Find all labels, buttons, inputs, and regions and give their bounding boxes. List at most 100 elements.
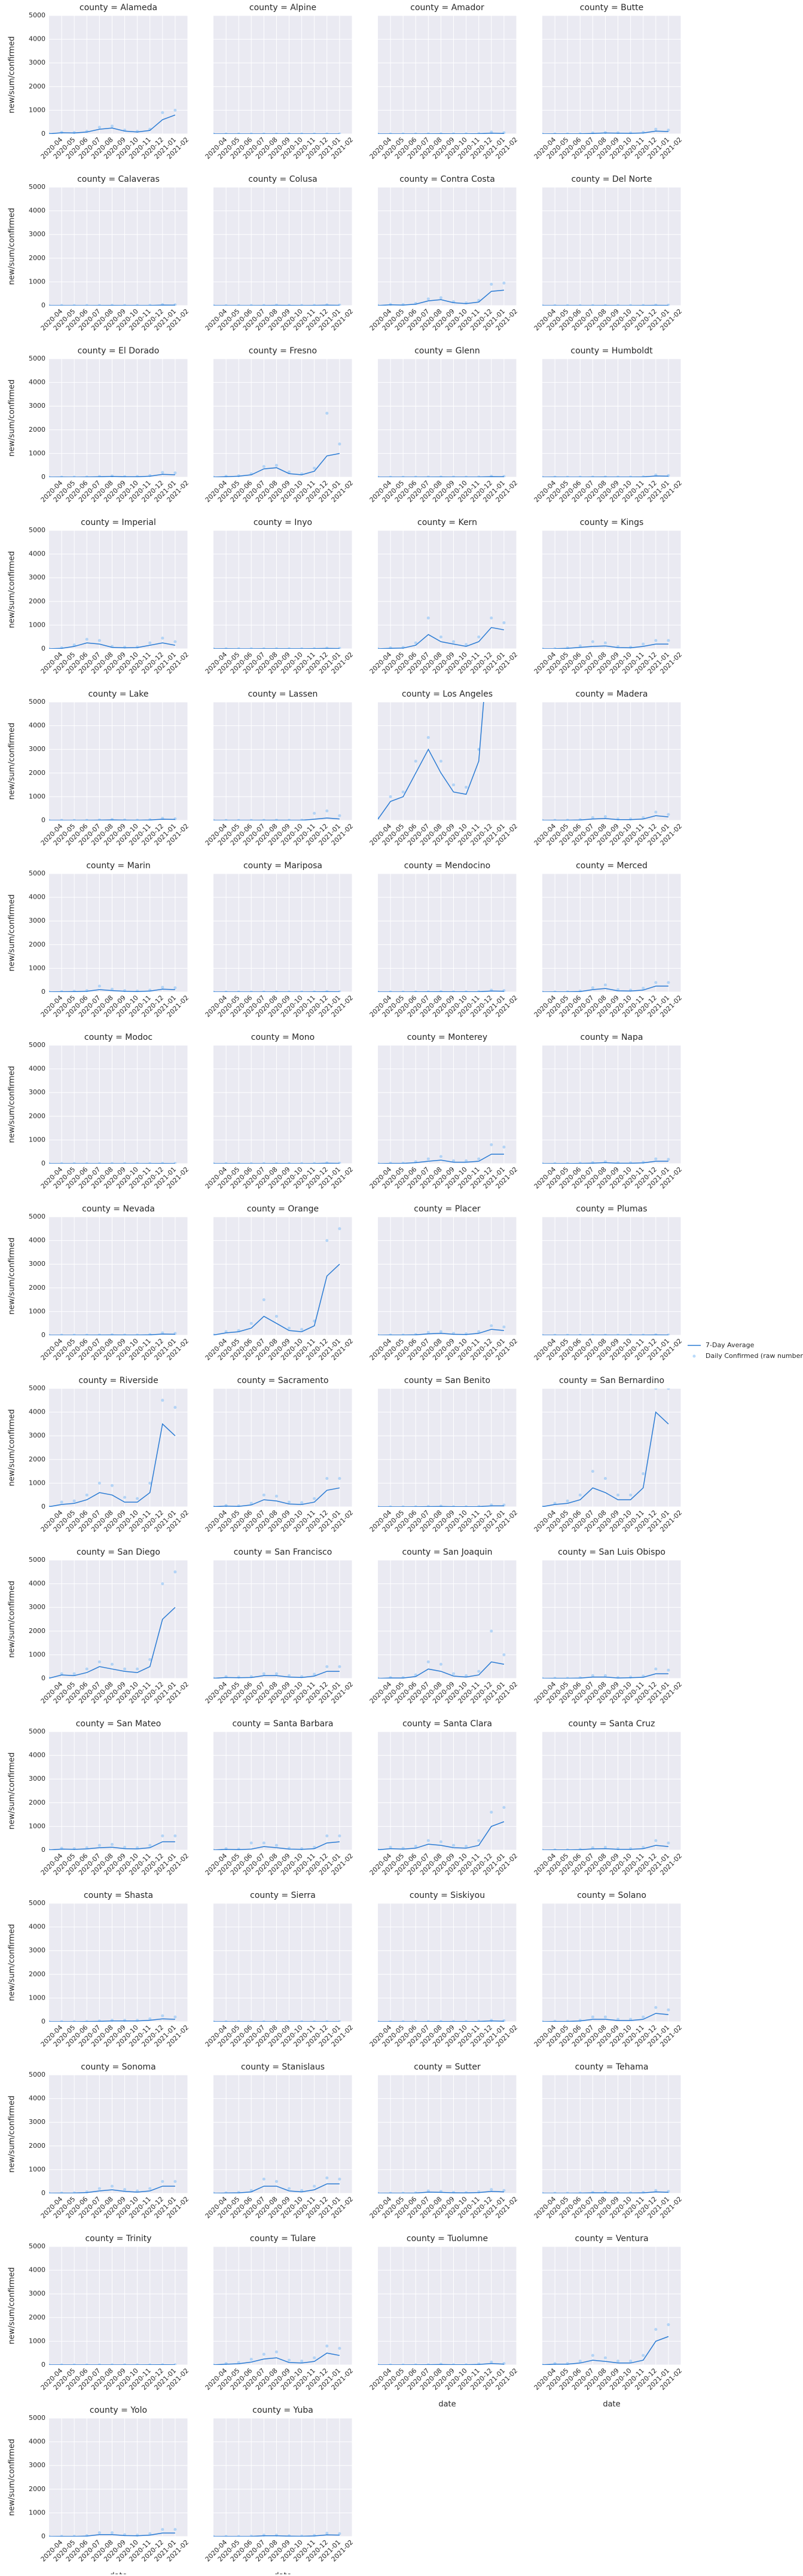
daily-point xyxy=(274,463,278,467)
plot-area xyxy=(378,702,484,820)
y-tick-label: 0 xyxy=(41,1846,45,1854)
y-tick-label: 5000 xyxy=(29,1041,45,1049)
y-tick-label: 5000 xyxy=(29,2242,45,2250)
facet: county = Kings2020-042020-052020-062020-… xyxy=(533,518,684,676)
plot-area xyxy=(49,303,177,306)
y-tick-label: 4000 xyxy=(29,1237,45,1244)
y-axis-label: new/sum/confirmed xyxy=(8,1753,17,1830)
plot-background xyxy=(542,530,681,649)
facet: county = Glenn2020-042020-052020-062020-… xyxy=(368,346,520,504)
plot-background xyxy=(49,1388,188,1507)
y-tick-label: 5000 xyxy=(29,183,45,191)
y-tick-label: 4000 xyxy=(29,35,45,43)
plot-background xyxy=(542,359,681,477)
daily-point xyxy=(439,1330,442,1333)
plot-area xyxy=(49,816,177,820)
average-line xyxy=(378,1661,505,1678)
daily-point xyxy=(338,2177,341,2181)
daily-point xyxy=(667,639,670,642)
facet-title: county = Orange xyxy=(247,1204,319,1214)
daily-point xyxy=(262,1672,265,1675)
y-axis-label: new/sum/confirmed xyxy=(8,1581,17,1658)
plot-area xyxy=(378,130,506,134)
plot-background xyxy=(213,1903,352,2022)
facet: county = Kern2020-042020-052020-062020-0… xyxy=(368,518,520,676)
plot-background xyxy=(378,2247,517,2365)
plot-background xyxy=(49,1903,188,2022)
daily-point xyxy=(338,2346,341,2350)
daily-point xyxy=(173,2528,177,2531)
plot-area xyxy=(378,1629,506,1678)
average-line xyxy=(213,1671,340,1678)
facet-title: county = El Dorado xyxy=(78,346,160,356)
y-axis-label: new/sum/confirmed xyxy=(8,1924,17,2001)
average-line xyxy=(213,1841,340,1850)
plot-area xyxy=(378,2019,506,2022)
average-line xyxy=(378,289,504,306)
average-line xyxy=(542,1673,668,1678)
plot-area xyxy=(213,2020,341,2022)
daily-point xyxy=(591,986,594,990)
daily-point xyxy=(477,1330,481,1333)
plot-background xyxy=(378,359,517,477)
plot-area xyxy=(213,1161,341,1164)
plot-background xyxy=(542,2075,681,2193)
y-tick-label: 2000 xyxy=(29,83,45,90)
daily-point xyxy=(389,1845,392,1849)
daily-point xyxy=(148,1481,152,1485)
daily-point xyxy=(288,1500,291,1504)
facet-title: county = San Joaquin xyxy=(402,1548,493,1557)
facet: county = San Joaquin2020-042020-052020-0… xyxy=(368,1548,520,1705)
daily-point xyxy=(136,1667,139,1671)
daily-point xyxy=(465,1159,468,1162)
facet: county = Placer2020-042020-052020-062020… xyxy=(368,1204,520,1362)
daily-point xyxy=(173,2180,177,2183)
facet-title: county = Imperial xyxy=(81,518,156,527)
daily-point xyxy=(262,1841,265,1845)
facet: county = Santa Barbara2020-042020-052020… xyxy=(204,1719,355,1877)
facet-title: county = Butte xyxy=(580,3,643,13)
daily-point xyxy=(401,790,405,793)
daily-point xyxy=(313,466,316,470)
y-tick-label: 2000 xyxy=(29,254,45,262)
plot-area xyxy=(49,2180,177,2193)
daily-point xyxy=(654,1839,658,1842)
y-tick-label: 2000 xyxy=(29,941,45,948)
daily-point xyxy=(249,2357,253,2361)
daily-point xyxy=(642,1472,645,1476)
daily-point xyxy=(465,1674,468,1677)
daily-point xyxy=(654,810,658,814)
y-tick-label: 4000 xyxy=(29,2438,45,2446)
daily-point xyxy=(262,2177,265,2181)
plot-background xyxy=(213,16,352,134)
y-tick-label: 5000 xyxy=(29,1556,45,1564)
facet: county = Calaveras0100020003000400050002… xyxy=(8,175,191,332)
plot-area xyxy=(213,990,341,992)
facet-title: county = Santa Clara xyxy=(402,1719,492,1729)
plot-background xyxy=(213,702,352,820)
daily-point xyxy=(313,2356,316,2360)
average-line xyxy=(49,2186,175,2193)
facet: county = Amador2020-042020-052020-062020… xyxy=(368,3,520,161)
plot-background xyxy=(49,359,188,477)
y-tick-label: 5000 xyxy=(29,698,45,706)
facet: county = Los Angeles2020-042020-052020-0… xyxy=(368,689,520,847)
daily-point xyxy=(603,2015,607,2019)
y-tick-label: 0 xyxy=(41,130,45,138)
y-tick-label: 0 xyxy=(41,2532,45,2540)
y-tick-label: 0 xyxy=(41,1331,45,1339)
plot-area xyxy=(378,1806,506,1850)
daily-point xyxy=(123,1667,127,1671)
daily-point xyxy=(72,1499,76,1503)
daily-point xyxy=(161,2528,164,2531)
daily-point xyxy=(591,2015,594,2019)
facet-title: county = Shasta xyxy=(84,1891,153,1900)
average-line xyxy=(49,474,175,477)
y-axis-label: new/sum/confirmed xyxy=(8,2267,17,2345)
facet-title: county = San Bernardino xyxy=(559,1376,664,1385)
x-axis-label: date xyxy=(274,2572,291,2575)
plot-area xyxy=(378,1324,506,1335)
y-tick-label: 1000 xyxy=(29,106,45,114)
facet-title: county = Inyo xyxy=(254,518,312,527)
